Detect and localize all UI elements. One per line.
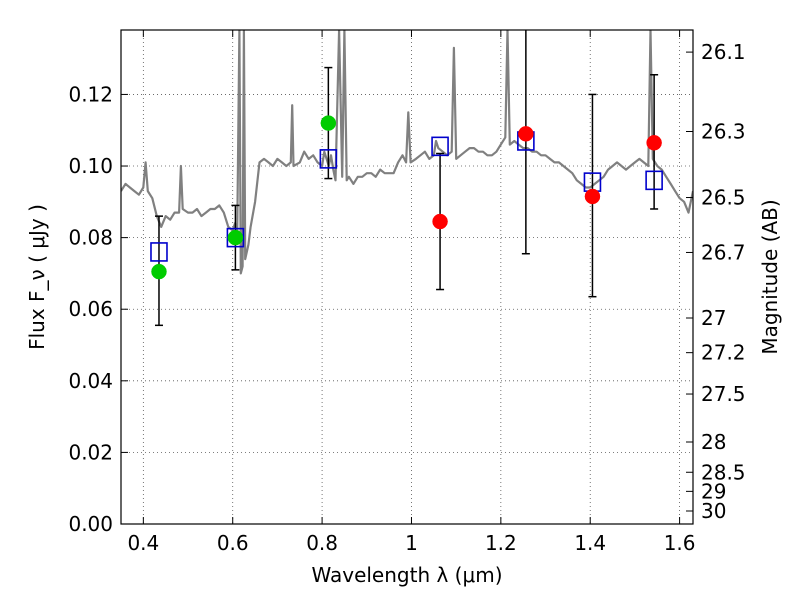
y2-tick-label: 26.7 bbox=[701, 240, 746, 264]
x-tick-label: 0.4 bbox=[127, 531, 159, 555]
y2-axis-label: Magnitude (AB) bbox=[758, 199, 782, 354]
y-tick-label: 0.04 bbox=[68, 369, 113, 393]
model-square bbox=[226, 227, 245, 248]
y2-tick-label: 26.3 bbox=[701, 119, 746, 143]
x-tick-label: 1.4 bbox=[574, 531, 606, 555]
y2-tick-label: 26.1 bbox=[701, 40, 746, 64]
plot-frame bbox=[120, 29, 694, 525]
x-tick-label: 1.2 bbox=[485, 531, 517, 555]
axis-ticks bbox=[121, 30, 693, 525]
observed-point-red bbox=[432, 213, 448, 230]
y2-tick-label: 26.5 bbox=[701, 186, 746, 210]
observed-point-detected bbox=[151, 263, 167, 280]
model-square bbox=[645, 170, 663, 191]
y2-tick-label: 28.5 bbox=[701, 460, 746, 484]
x-tick-label: 0.6 bbox=[217, 531, 249, 555]
y-tick-label: 0.06 bbox=[68, 297, 113, 321]
y-tick-label: 0.10 bbox=[68, 154, 113, 178]
template-spectrum-line bbox=[121, 30, 693, 275]
x-tick-label: 1.6 bbox=[664, 531, 696, 555]
y2-tick-label: 29 bbox=[701, 479, 726, 503]
model-square bbox=[150, 242, 168, 262]
observed-point-red bbox=[518, 126, 534, 142]
y-tick-label: 0.02 bbox=[68, 440, 113, 464]
y2-tick-label: 27.2 bbox=[701, 341, 746, 365]
observed-points bbox=[151, 115, 662, 280]
y2-tick-label: 27.5 bbox=[701, 382, 746, 406]
y2-tick-label: 28 bbox=[701, 430, 726, 454]
observed-point-red bbox=[646, 135, 662, 151]
y-tick-label: 0.12 bbox=[68, 82, 113, 106]
y-tick-label: 0.00 bbox=[68, 512, 113, 536]
observed-point-detected bbox=[227, 229, 244, 246]
y2-tick-label: 30 bbox=[701, 499, 726, 523]
tick-labels: 0.4 0.6 0.8 1 1.2 1.4 1.6 0.00 0.02 0.04 0.06 0.08 0… bbox=[68, 40, 745, 555]
observed-point-detected bbox=[320, 115, 337, 131]
y-tick-label: 0.08 bbox=[68, 226, 113, 250]
x-axis-label: Wavelength λ (μm) bbox=[311, 563, 502, 587]
y-axis-label: Flux F_ν ( μJy ) bbox=[25, 204, 49, 350]
observed-point-red bbox=[584, 188, 601, 205]
x-tick-label: 0.8 bbox=[306, 531, 338, 555]
model-square bbox=[431, 136, 449, 157]
x-tick-label: 1 bbox=[405, 531, 418, 555]
model-square bbox=[319, 149, 338, 169]
y2-tick-label: 27 bbox=[701, 306, 726, 330]
template-spectrum-layer bbox=[121, 30, 693, 275]
